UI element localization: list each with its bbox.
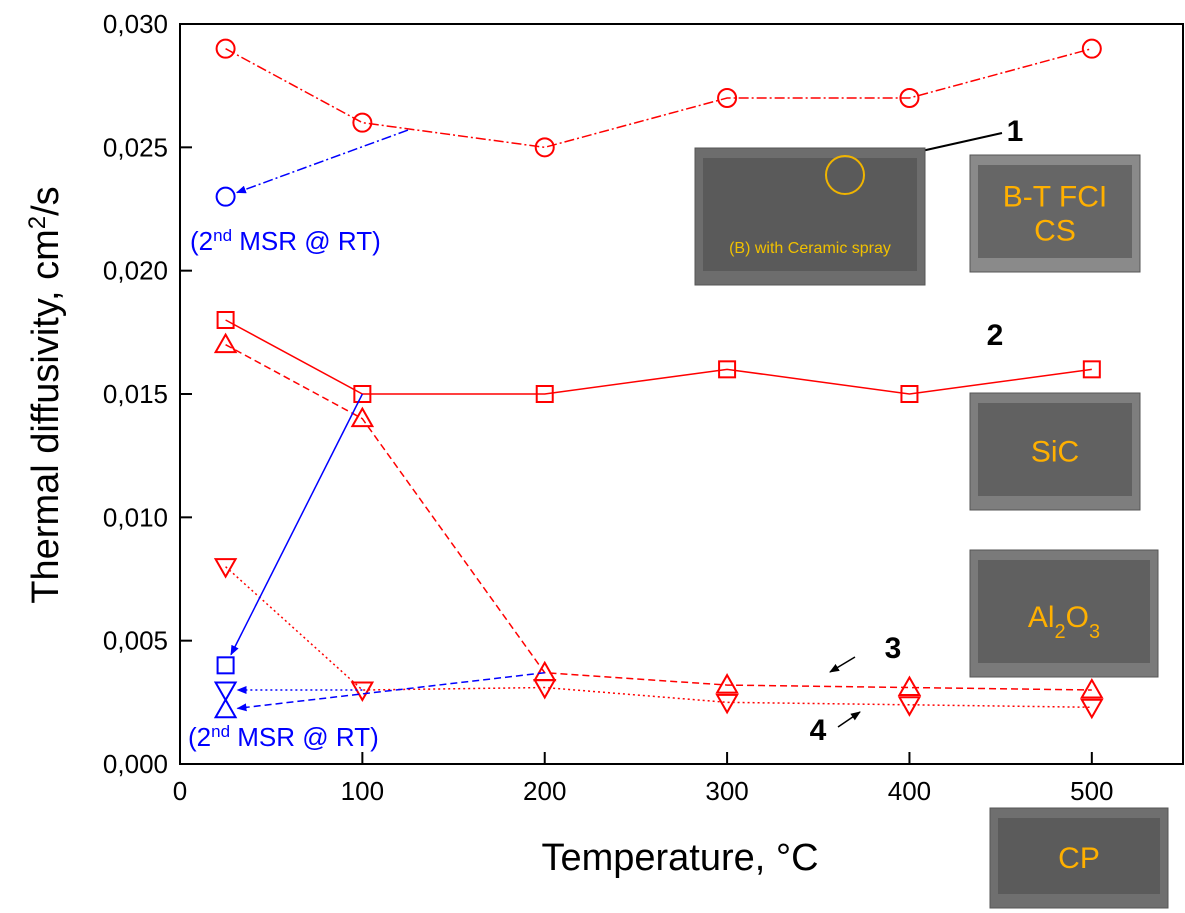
y-axis-label-part: 2 (24, 216, 51, 229)
annotation-part: nd (211, 722, 230, 741)
y-axis-label: Thermal diffusivity, cm2/s (24, 186, 68, 603)
inset-label: CP (1058, 842, 1100, 875)
marker-square (218, 657, 234, 673)
marker-triangle-down (216, 683, 236, 701)
x-tick-label: 200 (523, 776, 566, 806)
x-tick-label: 500 (1070, 776, 1113, 806)
inset-label-part: O (1066, 601, 1089, 634)
marker-triangle-down (717, 695, 737, 713)
marker-triangle-up (216, 700, 236, 718)
marker-circle (353, 114, 371, 132)
annotation: (2nd MSR @ RT) (188, 722, 379, 753)
marker-triangle-up (352, 409, 372, 427)
y-axis-label-part: Thermal diffusivity, cm (25, 229, 67, 603)
marker-triangle-down (216, 559, 236, 577)
inset-label: CS (1034, 215, 1076, 248)
annotation: (2nd MSR @ RT) (190, 226, 381, 257)
inset-caption: (B) with Ceramic spray (729, 240, 891, 257)
pointer-arrow (830, 657, 855, 672)
y-tick-label: 0,020 (103, 256, 168, 286)
series-line (226, 320, 1092, 394)
inset-label: SiC (1031, 436, 1079, 469)
marker-triangle-down (1082, 700, 1102, 718)
y-tick-label: 0,015 (103, 379, 168, 409)
inset-label: B-T FCI (1003, 181, 1107, 214)
retest-arrow (238, 673, 545, 709)
marker-circle (1083, 40, 1101, 58)
series-label: 3 (885, 632, 902, 665)
series-label: 1 (1007, 115, 1024, 148)
marker-triangle-down (899, 697, 919, 715)
inset-label-part: Al (1028, 601, 1055, 634)
x-tick-label: 0 (173, 776, 187, 806)
x-tick-label: 300 (705, 776, 748, 806)
x-tick-label: 100 (341, 776, 384, 806)
series-line (226, 345, 1092, 690)
annotation-part: (2 (190, 226, 213, 256)
pointer-arrow (838, 712, 860, 727)
x-tick-label: 400 (888, 776, 931, 806)
marker-triangle-down (535, 680, 555, 698)
y-tick-label: 0,025 (103, 132, 168, 162)
marker-triangle-up (1082, 680, 1102, 698)
y-tick-label: 0,030 (103, 9, 168, 39)
series-line (226, 49, 1092, 148)
y-axis-label-part: /s (25, 186, 67, 216)
series-label: 4 (810, 714, 827, 747)
marker-circle (536, 138, 554, 156)
inset-label-part: 3 (1089, 621, 1100, 643)
annotation-part: MSR @ RT) (232, 226, 381, 256)
series-label: 2 (987, 319, 1004, 352)
inset-label-part: 2 (1055, 621, 1066, 643)
marker-triangle-up (899, 678, 919, 696)
marker-triangle-up (717, 675, 737, 693)
retest-arrow (237, 130, 408, 192)
retest-arrow (231, 394, 362, 655)
annotation-part: nd (213, 226, 232, 245)
x-axis-label: Temperature, °C (541, 837, 818, 879)
photo-plate (978, 560, 1150, 663)
y-tick-label: 0,000 (103, 749, 168, 779)
chart: 0,000 0,005 0,010 0,015 0,020 0,025 0,030 0 100 2… (0, 0, 1185, 913)
annotation-part: MSR @ RT) (230, 722, 379, 752)
marker-triangle-up (216, 335, 236, 353)
y-tick-label: 0,010 (103, 502, 168, 532)
y-tick-label: 0,005 (103, 626, 168, 656)
marker-circle (217, 188, 235, 206)
marker-triangle-down (352, 683, 372, 701)
annotation-part: (2 (188, 722, 211, 752)
